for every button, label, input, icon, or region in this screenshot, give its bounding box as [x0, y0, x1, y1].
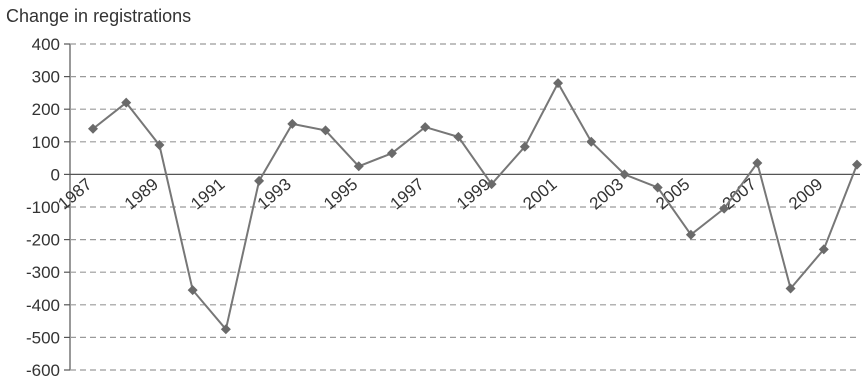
data-point-marker	[320, 125, 331, 136]
data-point-marker	[685, 229, 696, 240]
data-point-marker	[619, 169, 630, 180]
data-point-marker	[652, 182, 663, 193]
data-point-marker	[420, 122, 431, 133]
y-tick-label: -500	[26, 328, 60, 347]
data-point-marker	[121, 97, 132, 108]
y-tick-label: 300	[32, 68, 60, 87]
y-axis-title: Change in registrations	[6, 6, 192, 26]
y-axis-ticks: 400 300 200 100 0 -100 -200 -300 -400 -500 -600	[26, 35, 70, 380]
y-tick-label: 100	[32, 133, 60, 152]
data-point-marker	[88, 123, 98, 134]
data-points	[88, 78, 862, 335]
data-point-marker	[486, 179, 497, 190]
data-point-marker	[752, 157, 763, 168]
data-point-marker	[187, 285, 198, 296]
y-tick-label: -600	[26, 361, 60, 380]
data-point-marker	[852, 159, 862, 170]
data-point-marker	[818, 244, 829, 255]
data-point-marker	[719, 203, 730, 214]
data-point-marker	[254, 175, 265, 186]
gridlines	[69, 43, 860, 371]
data-point-marker	[519, 141, 530, 152]
y-tick-label: -400	[26, 296, 60, 315]
data-point-marker	[220, 324, 231, 335]
y-tick-label: 400	[32, 35, 60, 54]
data-point-marker	[154, 140, 165, 151]
series-line	[92, 81, 858, 332]
y-tick-label: 0	[51, 165, 60, 184]
y-tick-label: -300	[26, 263, 60, 282]
data-point-marker	[785, 283, 796, 294]
data-point-marker	[586, 136, 597, 147]
data-point-marker	[353, 161, 364, 172]
data-point-marker	[386, 148, 397, 159]
data-point-marker	[287, 118, 298, 129]
data-point-marker	[453, 131, 464, 142]
data-point-marker	[553, 78, 564, 89]
y-tick-label: -100	[26, 198, 60, 217]
series-polyline	[92, 81, 858, 332]
y-tick-label: -200	[26, 231, 60, 250]
y-tick-label: 200	[32, 100, 60, 119]
